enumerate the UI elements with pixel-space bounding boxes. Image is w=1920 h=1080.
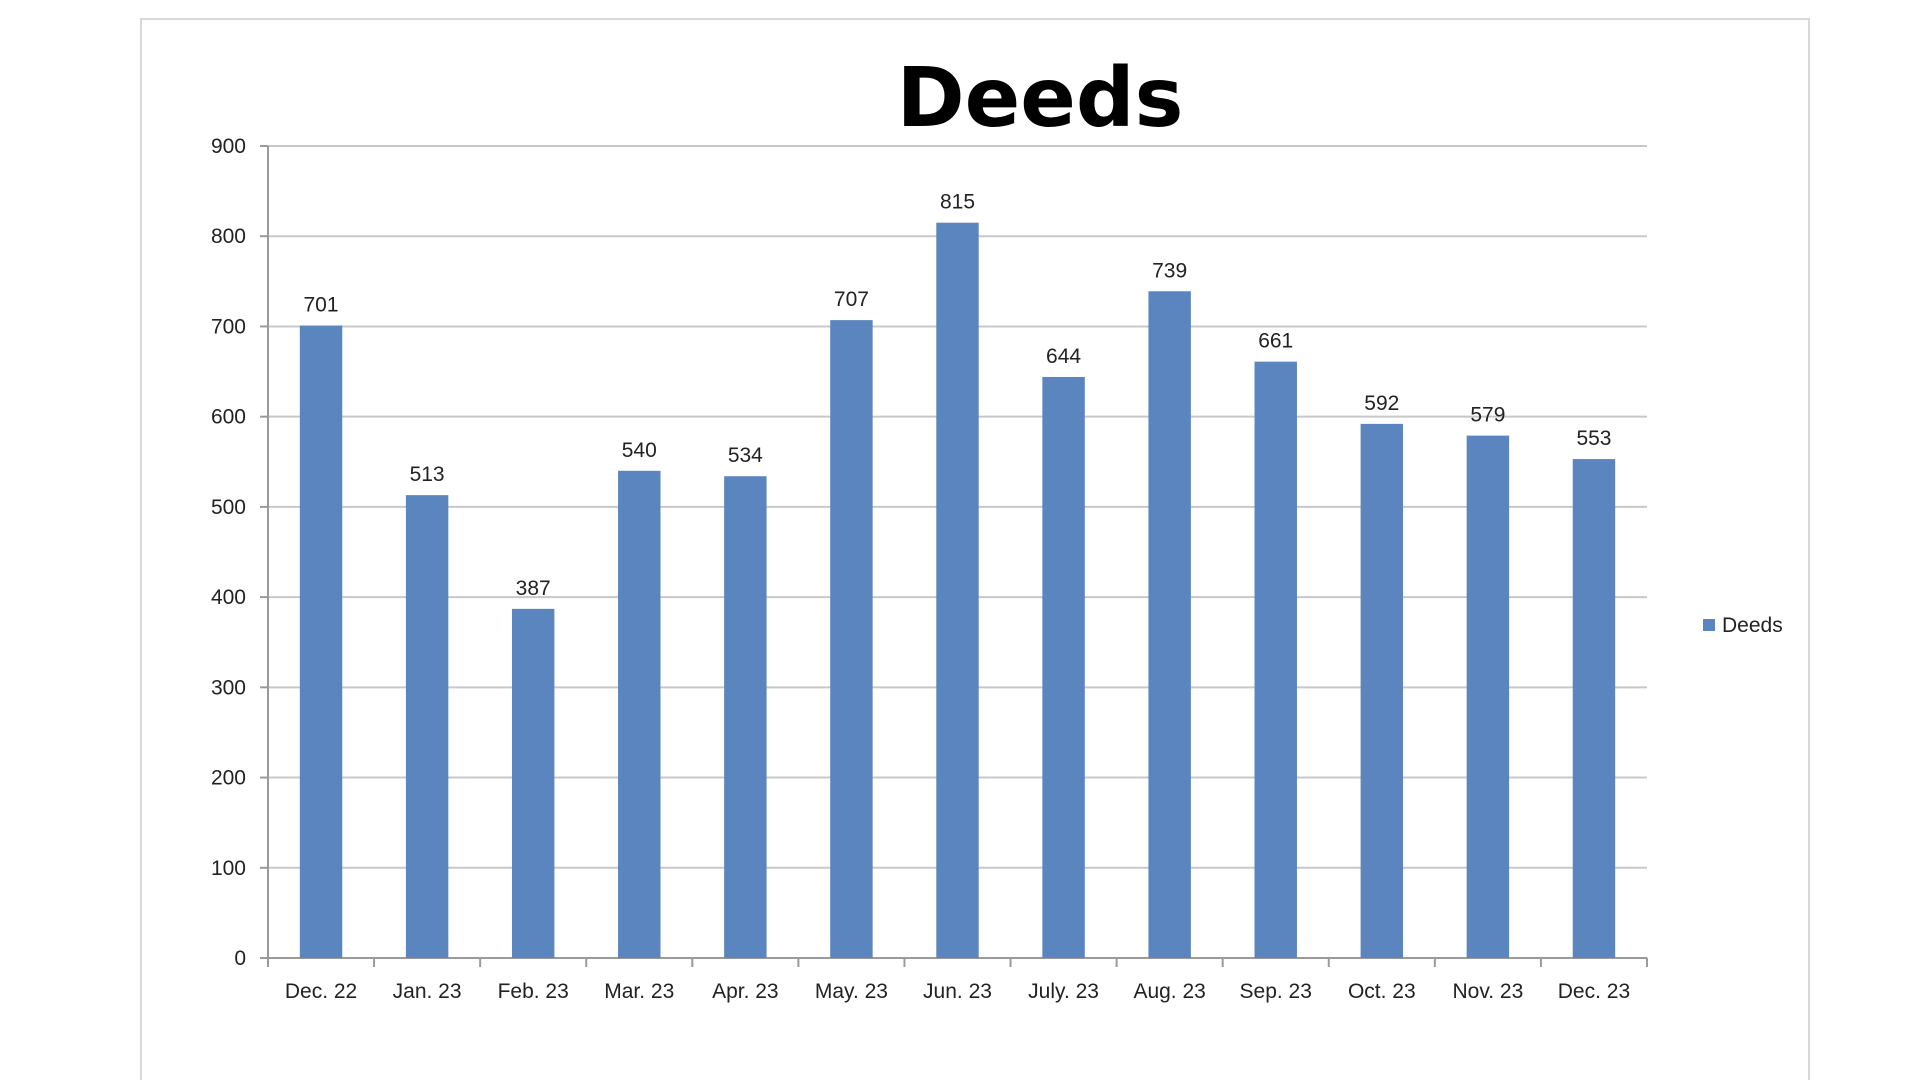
- y-tick-label: 900: [211, 135, 246, 158]
- bar: [1572, 459, 1616, 958]
- data-label: 815: [940, 191, 975, 214]
- legend-swatch: [1703, 619, 1715, 631]
- data-label: 579: [1470, 404, 1505, 427]
- legend: Deeds: [1703, 614, 1783, 637]
- x-tick-label: Nov. 23: [1452, 980, 1523, 1003]
- data-label: 592: [1364, 392, 1399, 415]
- x-tick-label: Feb. 23: [498, 980, 569, 1003]
- x-tick-label: Sep. 23: [1240, 980, 1312, 1003]
- data-label: 513: [410, 463, 445, 486]
- x-tick-label: July. 23: [1028, 980, 1099, 1003]
- data-label: 540: [622, 439, 657, 462]
- y-tick-label: 300: [211, 676, 246, 699]
- x-tick-label: Mar. 23: [604, 980, 674, 1003]
- bar: [936, 222, 979, 958]
- x-tick-label: May. 23: [815, 980, 888, 1003]
- x-tick-label: Apr. 23: [712, 980, 779, 1003]
- y-tick-label: 500: [211, 496, 246, 519]
- axes: 0 100 200 300 400 500 600 700 800 900 Dec. 22 Jan. …: [211, 135, 1648, 1003]
- y-tick-label: 0: [234, 947, 246, 970]
- data-label: 387: [516, 577, 551, 600]
- x-tick-label: Dec. 23: [1558, 980, 1630, 1003]
- data-label: 707: [834, 288, 869, 311]
- y-tick-label: 400: [211, 586, 246, 609]
- x-tick-label: Oct. 23: [1348, 980, 1416, 1003]
- chart-title: Deeds: [897, 51, 1184, 146]
- bar: [1148, 291, 1191, 958]
- y-tick-label: 100: [211, 857, 246, 880]
- x-tick-label: Jun. 23: [923, 980, 992, 1003]
- data-label: 553: [1576, 427, 1611, 450]
- data-labels: 701 513 387 540 534 707 815 644 739 661 592 579 553: [304, 191, 1612, 600]
- bar: [1360, 423, 1404, 959]
- y-tick-label: 600: [211, 406, 246, 429]
- bar: [1466, 435, 1510, 958]
- data-label: 701: [304, 294, 339, 317]
- y-tick-label: 700: [211, 315, 246, 338]
- bar: [299, 325, 343, 958]
- bar: [405, 495, 449, 958]
- bar: [724, 476, 767, 958]
- data-label: 739: [1152, 259, 1187, 282]
- bar: [1254, 361, 1297, 958]
- bar: [618, 470, 661, 958]
- y-tick-label: 200: [211, 767, 246, 790]
- x-tick-label: Aug. 23: [1133, 980, 1205, 1003]
- legend-label: Deeds: [1722, 614, 1783, 637]
- data-label: 644: [1046, 345, 1081, 368]
- data-label: 661: [1258, 330, 1293, 353]
- y-tick-label: 800: [211, 225, 246, 248]
- x-tick-label: Jan. 23: [393, 980, 462, 1003]
- data-label: 534: [728, 444, 763, 467]
- bar: [511, 608, 555, 958]
- x-tick-label: Dec. 22: [285, 980, 357, 1003]
- bar: [1042, 376, 1085, 959]
- bars: [299, 222, 1616, 959]
- bar: [830, 320, 873, 958]
